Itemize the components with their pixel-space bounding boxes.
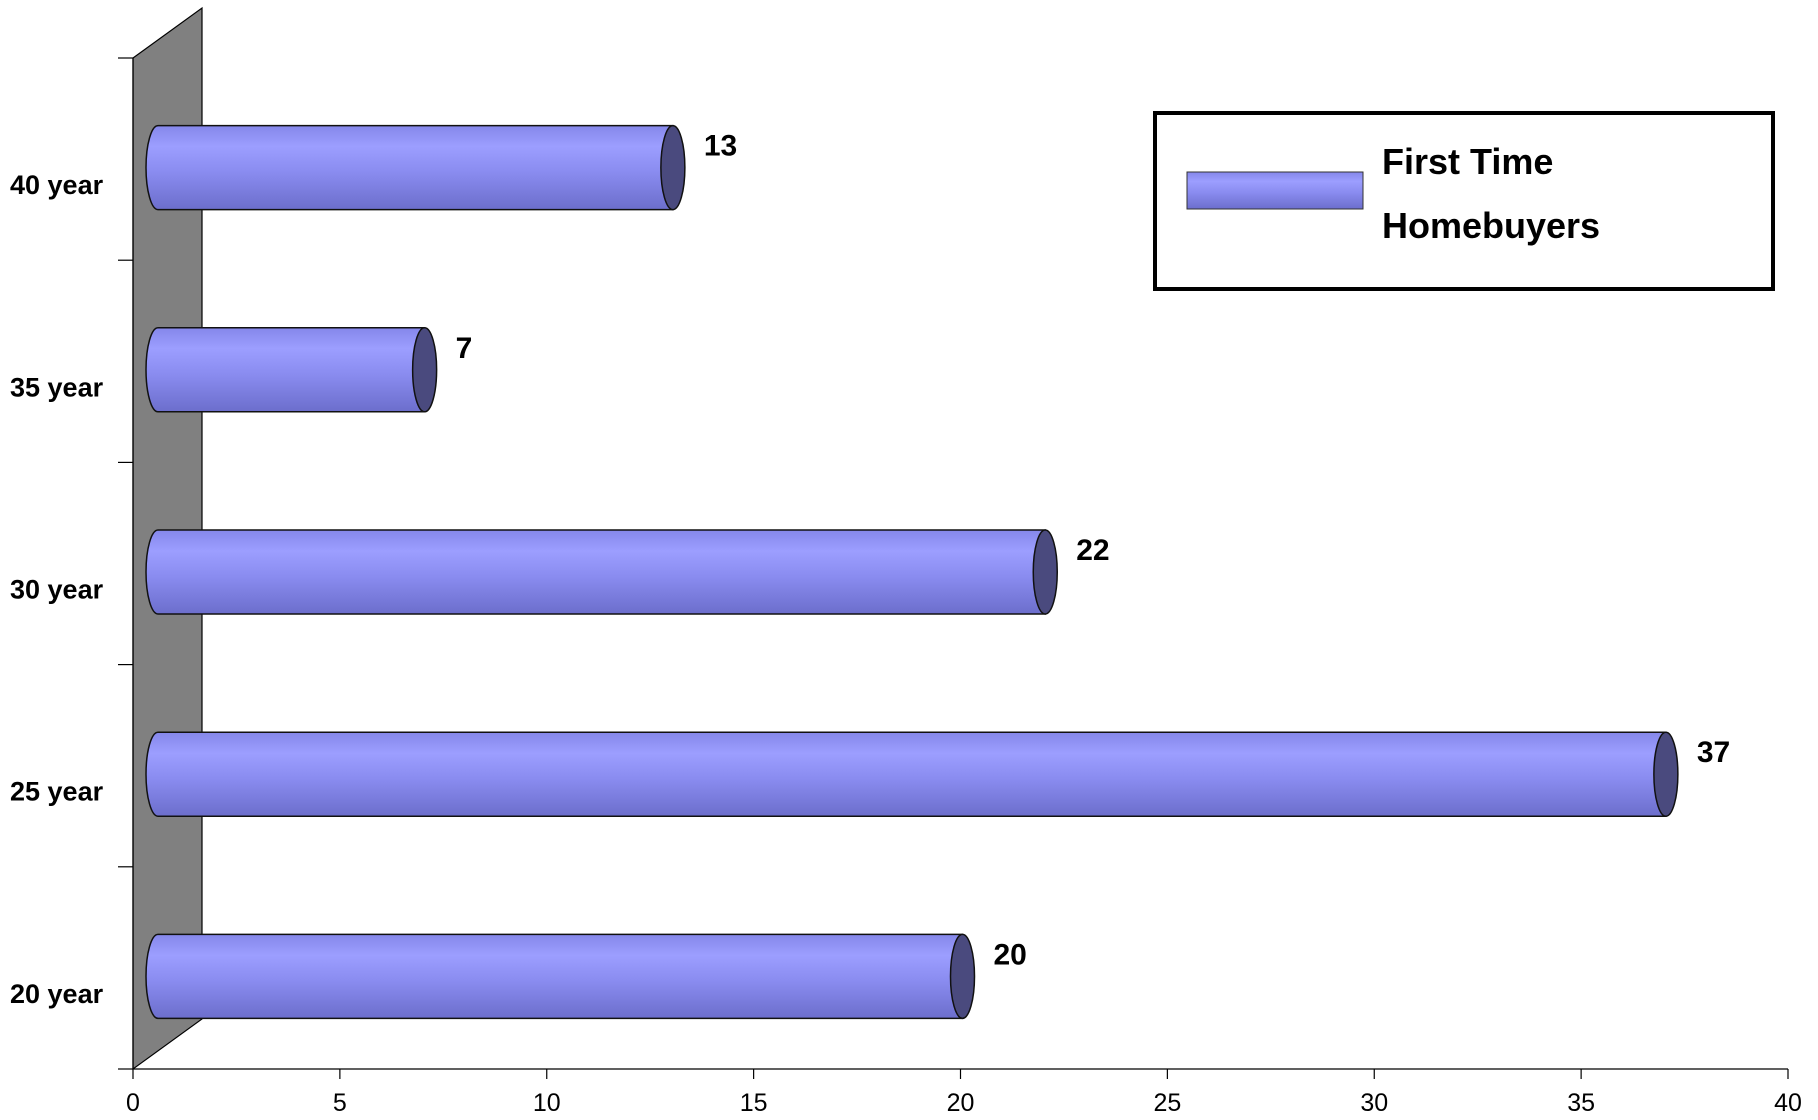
x-tick-label: 35	[1567, 1089, 1595, 1117]
x-tick-label: 20	[947, 1089, 975, 1117]
category-label: 35 year	[10, 372, 104, 402]
bar-end-cap	[1032, 529, 1058, 615]
bar-end-cap	[949, 933, 976, 1020]
x-tick-label: 25	[1153, 1089, 1181, 1117]
bar-end-cap	[411, 327, 438, 413]
legend-line-1: First Time	[1382, 141, 1553, 182]
bar	[145, 731, 1667, 817]
legend-line-2: Homebuyers	[1382, 205, 1600, 246]
legend: First Time Homebuyers	[1153, 111, 1775, 291]
category-label: 30 year	[10, 575, 104, 605]
x-tick-label: 15	[740, 1089, 768, 1117]
x-tick-label: 5	[333, 1089, 347, 1117]
x-tick-label: 30	[1360, 1089, 1388, 1117]
category-label: 40 year	[10, 170, 104, 200]
data-label: 37	[1697, 736, 1730, 769]
category-label: 25 year	[10, 777, 104, 807]
bar-layer	[145, 124, 1679, 1020]
x-tick-label: 0	[126, 1089, 140, 1117]
category-label: 20 year	[10, 979, 104, 1009]
label-layer: 20 year 25 year 30 year 35 year 40 year 20 37 2…	[10, 130, 1730, 1009]
axis-layer: 0 5 10 15 20 25 30 35 40	[118, 57, 1802, 1117]
bar	[145, 933, 964, 1020]
data-label: 13	[704, 130, 737, 163]
data-label: 22	[1076, 534, 1109, 567]
x-tick-label: 10	[533, 1089, 561, 1117]
bar	[145, 124, 674, 211]
legend-swatch	[1186, 171, 1364, 210]
bar	[145, 327, 426, 413]
bar-end-cap	[660, 124, 686, 211]
data-label: 20	[994, 938, 1027, 971]
bar-end-cap	[1653, 731, 1679, 817]
bar	[145, 529, 1046, 615]
data-label: 7	[456, 332, 473, 365]
x-tick-label: 40	[1774, 1089, 1802, 1117]
